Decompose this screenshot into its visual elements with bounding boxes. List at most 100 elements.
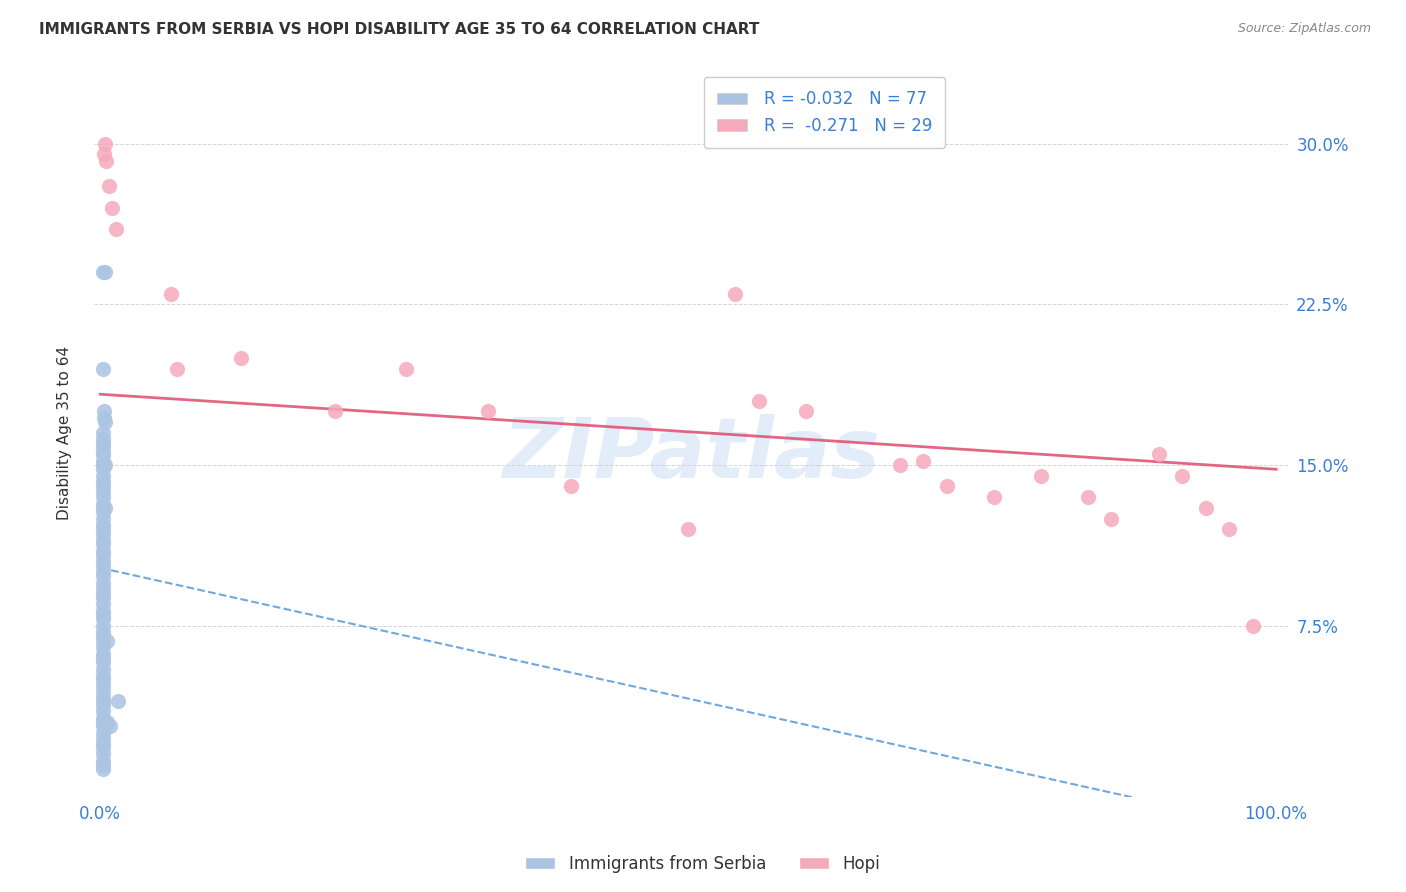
- Point: [91, 597, 114, 611]
- Point: [91, 497, 114, 511]
- Point: [94, 500, 117, 515]
- Point: [91, 518, 114, 533]
- Point: [91, 500, 114, 515]
- Text: ZIPatlas: ZIPatlas: [502, 414, 880, 495]
- Point: [160, 286, 183, 301]
- Point: [166, 361, 188, 376]
- Legend: Immigrants from Serbia, Hopi: Immigrants from Serbia, Hopi: [519, 848, 887, 880]
- Point: [1077, 490, 1099, 504]
- Point: [91, 425, 114, 440]
- Point: [91, 436, 114, 450]
- Point: [676, 522, 699, 536]
- Point: [91, 537, 114, 551]
- Point: [91, 732, 114, 747]
- Point: [794, 404, 817, 418]
- Point: [231, 351, 253, 365]
- Point: [935, 479, 957, 493]
- Point: [477, 404, 499, 418]
- Point: [104, 222, 127, 236]
- Point: [91, 505, 114, 519]
- Point: [91, 586, 114, 600]
- Point: [724, 286, 747, 301]
- Point: [91, 668, 114, 682]
- Text: IMMIGRANTS FROM SERBIA VS HOPI DISABILITY AGE 35 TO 64 CORRELATION CHART: IMMIGRANTS FROM SERBIA VS HOPI DISABILIT…: [39, 22, 759, 37]
- Point: [91, 640, 114, 654]
- Point: [1241, 618, 1264, 632]
- Point: [91, 543, 114, 558]
- Point: [91, 526, 114, 541]
- Point: [91, 548, 114, 562]
- Point: [1218, 522, 1240, 536]
- Point: [748, 393, 770, 408]
- Point: [91, 458, 114, 472]
- Point: [91, 483, 114, 498]
- Point: [91, 747, 114, 762]
- Point: [91, 676, 114, 690]
- Point: [94, 458, 117, 472]
- Point: [91, 719, 114, 733]
- Point: [91, 441, 114, 455]
- Point: [101, 201, 124, 215]
- Point: [91, 651, 114, 665]
- Point: [91, 490, 114, 504]
- Point: [91, 698, 114, 712]
- Point: [91, 554, 114, 568]
- Point: [91, 629, 114, 643]
- Point: [91, 655, 114, 669]
- Point: [91, 591, 114, 605]
- Point: [91, 453, 114, 467]
- Text: Source: ZipAtlas.com: Source: ZipAtlas.com: [1237, 22, 1371, 36]
- Point: [91, 740, 114, 755]
- Point: [91, 468, 114, 483]
- Point: [91, 662, 114, 676]
- Point: [91, 447, 114, 461]
- Point: [91, 612, 114, 626]
- Point: [91, 715, 114, 730]
- Point: [91, 565, 114, 579]
- Point: [91, 604, 114, 618]
- Point: [1194, 500, 1216, 515]
- Point: [91, 447, 114, 461]
- Point: [889, 458, 911, 472]
- Point: [91, 618, 114, 632]
- Point: [93, 404, 115, 418]
- Point: [91, 462, 114, 476]
- Point: [91, 522, 114, 536]
- Point: [91, 690, 114, 704]
- Point: [96, 715, 118, 730]
- Legend: R = -0.032   N = 77, R =  -0.271   N = 29: R = -0.032 N = 77, R = -0.271 N = 29: [703, 77, 945, 148]
- Y-axis label: Disability Age 35 to 64: Disability Age 35 to 64: [58, 346, 72, 520]
- Point: [91, 265, 114, 279]
- Point: [97, 179, 120, 194]
- Point: [560, 479, 582, 493]
- Point: [107, 694, 129, 708]
- Point: [91, 432, 114, 446]
- Point: [91, 558, 114, 573]
- Point: [93, 147, 115, 161]
- Point: [94, 415, 117, 429]
- Point: [91, 762, 114, 776]
- Point: [91, 582, 114, 597]
- Point: [91, 673, 114, 687]
- Point: [91, 647, 114, 661]
- Point: [94, 265, 117, 279]
- Point: [96, 153, 118, 168]
- Point: [91, 533, 114, 547]
- Point: [91, 511, 114, 525]
- Point: [91, 607, 114, 622]
- Point: [91, 475, 114, 489]
- Point: [91, 625, 114, 640]
- Point: [91, 694, 114, 708]
- Point: [912, 453, 935, 467]
- Point: [1147, 447, 1170, 461]
- Point: [91, 754, 114, 768]
- Point: [1029, 468, 1052, 483]
- Point: [395, 361, 418, 376]
- Point: [91, 569, 114, 583]
- Point: [91, 711, 114, 725]
- Point: [96, 633, 118, 648]
- Point: [91, 479, 114, 493]
- Point: [91, 705, 114, 719]
- Point: [91, 633, 114, 648]
- Point: [325, 404, 347, 418]
